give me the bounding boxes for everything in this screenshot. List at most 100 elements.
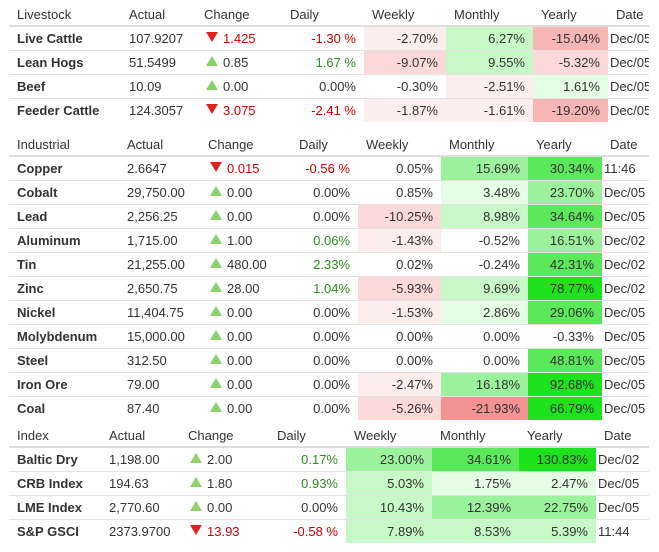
actual-value: 2,770.60 xyxy=(101,496,180,520)
daily-change: 0.00% xyxy=(291,181,358,205)
commodity-name-link[interactable]: Zinc xyxy=(9,277,119,301)
date-value: Dec/05 xyxy=(602,397,649,421)
date-value: Dec/05 xyxy=(602,301,649,325)
commodity-name-link[interactable]: LME Index xyxy=(9,496,101,520)
livestock-table: Livestock Actual Change Daily Weekly Mon… xyxy=(9,4,649,122)
index-table: Index Actual Change Daily Weekly Monthly… xyxy=(9,425,649,543)
col-header-actual: Actual xyxy=(119,134,200,156)
commodity-name-link[interactable]: Live Cattle xyxy=(9,26,121,51)
commodity-name-link[interactable]: Lean Hogs xyxy=(9,51,121,75)
date-value: Dec/05 xyxy=(596,496,649,520)
commodity-name-link[interactable]: Feeder Cattle xyxy=(9,99,121,123)
change-cell: 0.00 xyxy=(200,181,291,205)
monthly-change: -1.61% xyxy=(446,99,533,123)
table-row-coal[interactable]: Coal 87.40 0.00 0.00% -5.26% -21.93% 66.79% Dec… xyxy=(9,397,649,421)
change-cell: 0.00 xyxy=(196,75,282,99)
change-value: 28.00 xyxy=(227,281,260,296)
change-cell: 13.93 xyxy=(180,520,269,544)
col-header-yearly: Yearly xyxy=(528,134,602,156)
table-row-zinc[interactable]: Zinc 2,650.75 28.00 1.04% -5.93% 9.69% 78.77% D… xyxy=(9,277,649,301)
commodity-name-link[interactable]: Beef xyxy=(9,75,121,99)
table-row-baltic-dry[interactable]: Baltic Dry 1,198.00 2.00 0.17% 23.00% 34.61% 1… xyxy=(9,447,649,472)
change-cell: 1.80 xyxy=(180,472,269,496)
actual-value: 124.3057 xyxy=(121,99,196,123)
commodities-page: Livestock Actual Change Daily Weekly Mon… xyxy=(0,0,659,552)
table-row-iron-ore[interactable]: Iron Ore 79.00 0.00 0.00% -2.47% 16.18% 92.68%… xyxy=(9,373,649,397)
daily-change: 0.00% xyxy=(291,325,358,349)
table-row-cobalt[interactable]: Cobalt 29,750.00 0.00 0.00% 0.85% 3.48% 23.70%… xyxy=(9,181,649,205)
table-row-feeder-cattle[interactable]: Feeder Cattle 124.3057 3.075 -2.41 % -1.87% -… xyxy=(9,99,649,123)
table-row-beef[interactable]: Beef 10.09 0.00 0.00% -0.30% -2.51% 1.61% Dec/0… xyxy=(9,75,649,99)
commodity-name-link[interactable]: Coal xyxy=(9,397,119,421)
actual-value: 21,255.00 xyxy=(119,253,200,277)
daily-change: 0.93% xyxy=(269,472,346,496)
arrow-up-icon xyxy=(210,282,222,292)
monthly-change: -0.52% xyxy=(441,229,528,253)
col-header-category: Industrial xyxy=(9,134,119,156)
table-row-molybdenum[interactable]: Molybdenum 15,000.00 0.00 0.00% 0.00% 0.00% -0… xyxy=(9,325,649,349)
commodity-name-link[interactable]: Steel xyxy=(9,349,119,373)
weekly-change: -5.93% xyxy=(358,277,441,301)
change-value: 13.93 xyxy=(207,524,240,539)
col-header-date: Date xyxy=(608,4,649,26)
table-row-live-cattle[interactable]: Live Cattle 107.9207 1.425 -1.30 % -2.70% 6.2… xyxy=(9,26,649,51)
commodity-name-link[interactable]: Lead xyxy=(9,205,119,229)
yearly-change: 23.70% xyxy=(528,181,602,205)
yearly-change: 22.75% xyxy=(519,496,596,520)
table-header-row: Index Actual Change Daily Weekly Monthly… xyxy=(9,425,649,447)
table-row-lean-hogs[interactable]: Lean Hogs 51.5499 0.85 1.67 % -9.07% 9.55% -5.… xyxy=(9,51,649,75)
yearly-change: -19.20% xyxy=(533,99,608,123)
table-row-aluminum[interactable]: Aluminum 1,715.00 1.00 0.06% -1.43% -0.52% 16.… xyxy=(9,229,649,253)
table-row-crb-index[interactable]: CRB Index 194.63 1.80 0.93% 5.03% 1.75% 2.47% D… xyxy=(9,472,649,496)
actual-value: 2,256.25 xyxy=(119,205,200,229)
change-value: 0.00 xyxy=(227,305,252,320)
weekly-change: -2.70% xyxy=(364,26,446,51)
table-row-copper[interactable]: Copper 2.6647 0.015 -0.56 % 0.05% 15.69% 30.34… xyxy=(9,156,649,181)
table-row-steel[interactable]: Steel 312.50 0.00 0.00% 0.00% 0.00% 48.81% Dec/… xyxy=(9,349,649,373)
actual-value: 107.9207 xyxy=(121,26,196,51)
daily-change: -1.30 % xyxy=(282,26,364,51)
col-header-monthly: Monthly xyxy=(441,134,528,156)
table-row-lead[interactable]: Lead 2,256.25 0.00 0.00% -10.25% 8.98% 34.64% D… xyxy=(9,205,649,229)
monthly-change: -0.24% xyxy=(441,253,528,277)
date-value: Dec/05 xyxy=(608,51,649,75)
arrow-up-icon xyxy=(210,258,222,268)
weekly-change: 10.43% xyxy=(346,496,432,520)
arrow-up-icon xyxy=(190,501,202,511)
commodity-name-link[interactable]: Aluminum xyxy=(9,229,119,253)
col-header-daily: Daily xyxy=(269,425,346,447)
actual-value: 11,404.75 xyxy=(119,301,200,325)
commodity-name-link[interactable]: Copper xyxy=(9,156,119,181)
col-header-yearly: Yearly xyxy=(519,425,596,447)
monthly-change: 12.39% xyxy=(432,496,519,520)
change-cell: 28.00 xyxy=(200,277,291,301)
date-value: Dec/05 xyxy=(602,373,649,397)
arrow-up-icon xyxy=(210,186,222,196)
change-value: 1.80 xyxy=(207,476,232,491)
col-header-actual: Actual xyxy=(121,4,196,26)
commodity-name-link[interactable]: Cobalt xyxy=(9,181,119,205)
commodity-name-link[interactable]: Baltic Dry xyxy=(9,447,101,472)
date-value: Dec/05 xyxy=(602,325,649,349)
table-row-nickel[interactable]: Nickel 11,404.75 0.00 0.00% -1.53% 2.86% 29.06… xyxy=(9,301,649,325)
table-row-tin[interactable]: Tin 21,255.00 480.00 2.33% 0.02% -0.24% 42.31%… xyxy=(9,253,649,277)
commodity-name-link[interactable]: Tin xyxy=(9,253,119,277)
commodity-name-link[interactable]: CRB Index xyxy=(9,472,101,496)
daily-change: 0.17% xyxy=(269,447,346,472)
commodity-name-link[interactable]: Iron Ore xyxy=(9,373,119,397)
col-header-weekly: Weekly xyxy=(364,4,446,26)
table-row-lme-index[interactable]: LME Index 2,770.60 0.00 0.00% 10.43% 12.39% 22… xyxy=(9,496,649,520)
commodity-name-link[interactable]: Molybdenum xyxy=(9,325,119,349)
date-value: Dec/05 xyxy=(596,472,649,496)
weekly-change: -1.43% xyxy=(358,229,441,253)
table-row-sandp-gsci[interactable]: S&P GSCI 2373.9700 13.93 -0.58 % 7.89% 8.53% 5… xyxy=(9,520,649,544)
arrow-up-icon xyxy=(206,56,218,66)
daily-change: -0.58 % xyxy=(269,520,346,544)
commodity-name-link[interactable]: Nickel xyxy=(9,301,119,325)
arrow-up-icon xyxy=(210,210,222,220)
commodity-name-link[interactable]: S&P GSCI xyxy=(9,520,101,544)
col-header-actual: Actual xyxy=(101,425,180,447)
weekly-change: 0.02% xyxy=(358,253,441,277)
yearly-change: -0.33% xyxy=(528,325,602,349)
arrow-up-icon xyxy=(210,330,222,340)
